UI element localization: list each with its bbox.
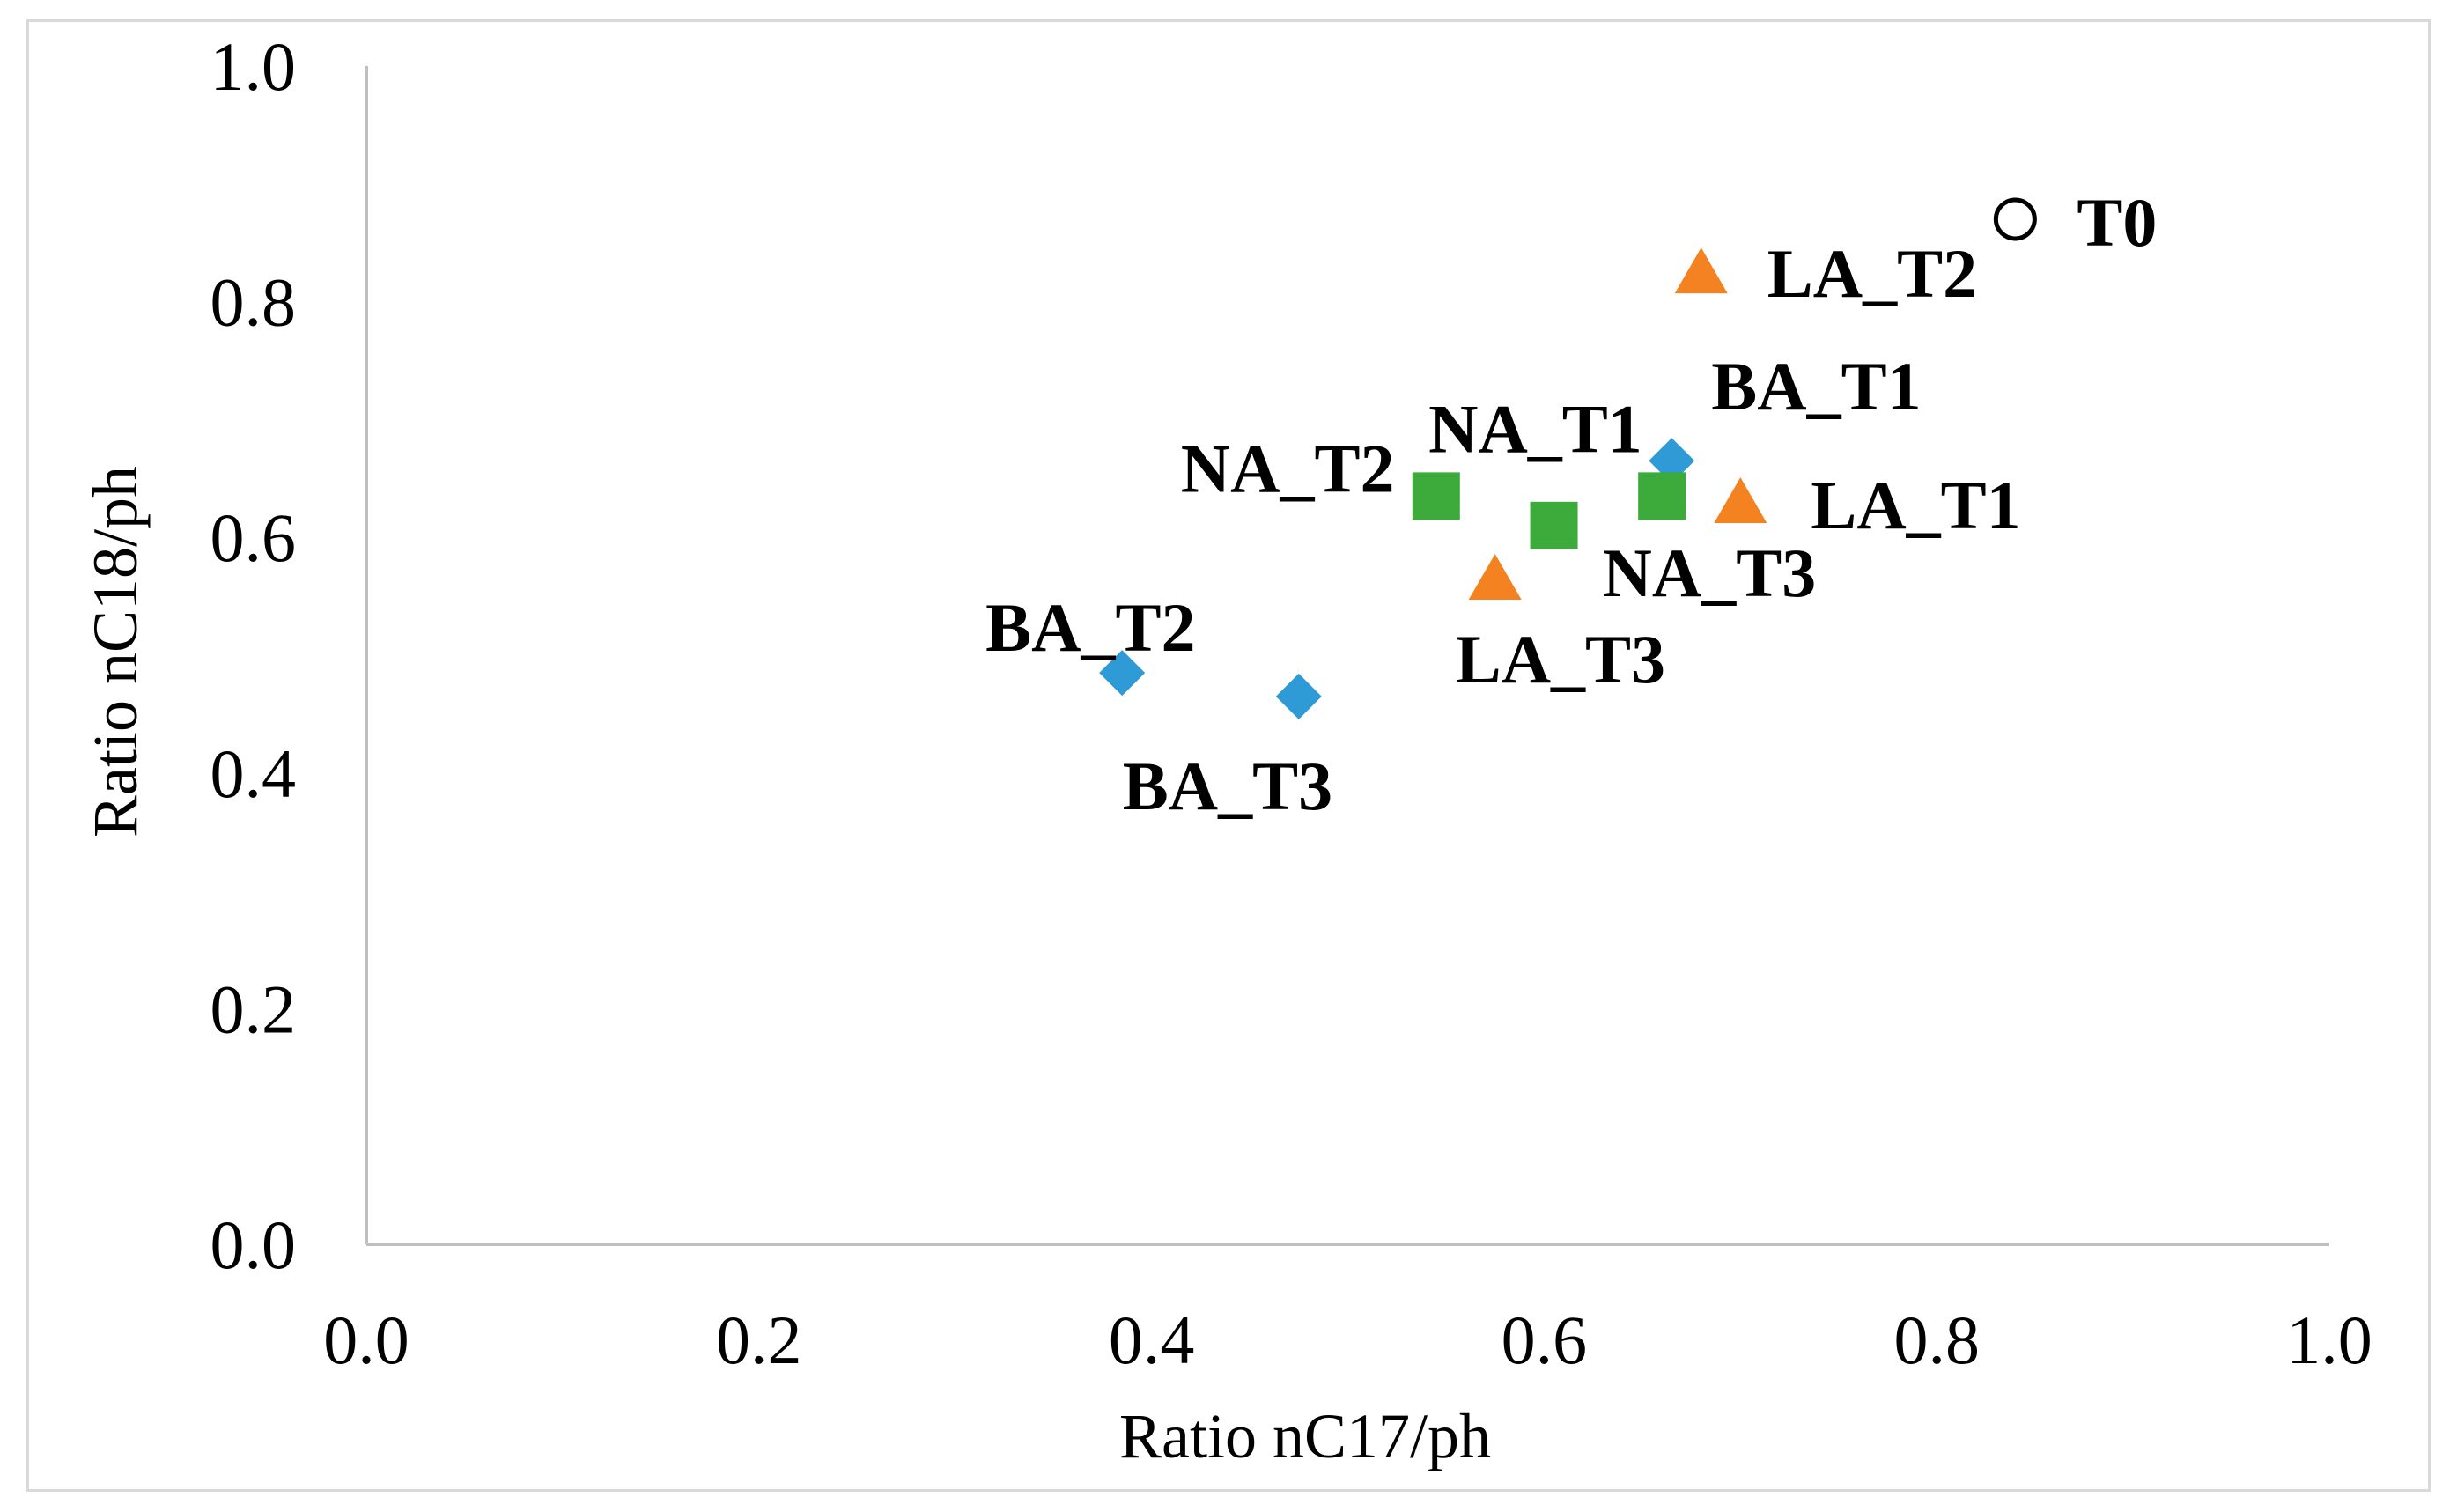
x-tick-label: 1.0	[2286, 1302, 2372, 1378]
label-ba-t1: BA_T1	[1711, 348, 1921, 424]
x-tick-label: 0.2	[716, 1302, 802, 1378]
marker-t0	[1993, 197, 2037, 241]
marker-na-t3	[1530, 501, 1578, 549]
x-tick-label: 0.4	[1109, 1302, 1195, 1378]
x-tick-label: 0.8	[1893, 1302, 1980, 1378]
y-tick-label: 0.4	[210, 735, 297, 812]
y-tick-label: 0.6	[210, 499, 297, 576]
axes	[365, 66, 2329, 1246]
label-la-t1: LA_T1	[1811, 467, 2020, 543]
marker-ba-t3	[1275, 673, 1322, 719]
chart-frame	[26, 19, 2431, 1492]
label-ba-t2: BA_T2	[985, 589, 1195, 666]
y-tick-labels: 0.0 0.2 0.4 0.6 0.8 1.0	[210, 28, 297, 1283]
marker-na-t1	[1638, 472, 1686, 520]
label-na-t1: NA_T1	[1428, 390, 1642, 467]
marker-la-t2	[1674, 247, 1728, 294]
point-labels: T0 BA_T1 BA_T2 BA_T3 LA_T1 LA_T2 LA_T3 NA_T1 NA_…	[985, 184, 2157, 824]
x-tick-label: 0.0	[323, 1302, 410, 1378]
marker-ba-t1	[1649, 438, 1695, 484]
label-t0: T0	[2077, 184, 2157, 261]
y-tick-label: 0.2	[210, 970, 297, 1047]
label-na-t3: NA_T3	[1603, 535, 1817, 611]
marker-la-t1	[1714, 477, 1767, 524]
label-ba-t3: BA_T3	[1123, 748, 1332, 824]
marker-na-t2	[1412, 472, 1460, 520]
label-la-t3: LA_T3	[1456, 621, 1665, 697]
y-tick-label: 0.8	[210, 264, 297, 341]
marker-la-t3	[1468, 554, 1522, 601]
x-tick-label: 0.6	[1502, 1302, 1588, 1378]
y-tick-label: 1.0	[210, 28, 297, 105]
label-na-t2: NA_T2	[1181, 430, 1395, 506]
x-tick-labels: 0.0 0.2 0.4 0.6 0.8 1.0	[323, 1302, 2372, 1378]
y-axis-title: Ratio nC18/ph	[80, 466, 151, 837]
x-axis-title: Ratio nC17/ph	[1119, 1401, 1491, 1471]
marker-ba-t2	[1099, 650, 1146, 697]
data-points	[1099, 197, 2037, 719]
label-la-t2: LA_T2	[1767, 235, 1977, 312]
y-tick-label: 0.0	[210, 1206, 297, 1283]
